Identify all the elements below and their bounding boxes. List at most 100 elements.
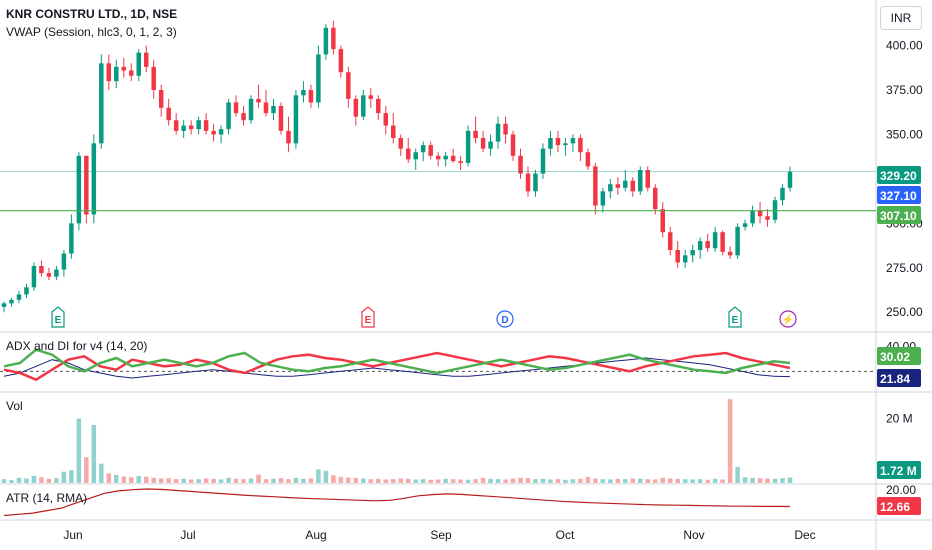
volume-bar: [600, 479, 606, 483]
volume-bar: [585, 476, 591, 483]
candle-body: [226, 102, 231, 130]
volume-bar: [361, 478, 366, 483]
candle-body: [256, 98, 261, 103]
candle-body: [413, 152, 418, 160]
candle-body: [121, 66, 127, 71]
volume-bar: [473, 479, 478, 483]
price-tick-label: 400.00: [886, 39, 923, 53]
volume-bar: [241, 479, 246, 483]
atr-pane-title[interactable]: ATR (14, RMA): [6, 491, 87, 505]
volume-bar: [563, 479, 568, 483]
adx-line: [3, 357, 791, 379]
currency-button[interactable]: INR: [880, 6, 922, 30]
price-tick-label: 350.00: [886, 127, 923, 141]
volume-bar: [735, 466, 740, 483]
volume-bar: [593, 478, 598, 483]
volume-bar: [226, 477, 231, 483]
adx-series: [0, 348, 876, 382]
volume-bar: [91, 425, 97, 483]
candle-body: [91, 143, 97, 215]
candle-body: [428, 145, 433, 156]
candle-body: [54, 269, 59, 277]
volume-bar: [173, 479, 179, 483]
candle-body: [181, 125, 186, 131]
volume-bar: [787, 477, 793, 483]
volume-bar: [727, 399, 733, 483]
horizontal-lines: [0, 171, 876, 212]
candle-body: [787, 171, 793, 188]
volume-bar: [211, 478, 216, 483]
time-axis-label: Jul: [180, 528, 195, 542]
volume-bar: [555, 479, 561, 483]
candle-body: [727, 251, 733, 256]
volume-bar: [720, 479, 725, 483]
volume-bar: [465, 479, 471, 483]
candle-body: [151, 66, 156, 90]
volume-bar: [630, 478, 636, 483]
candle-body: [742, 223, 748, 227]
candle-body: [600, 191, 606, 206]
symbol-title[interactable]: KNR CONSTRU LTD., 1D, NSE: [6, 7, 177, 21]
candle-body: [630, 180, 636, 192]
volume-bar: [54, 478, 59, 483]
price-tag-label: 307.10: [880, 209, 917, 223]
adx-tag-label: 21.84: [880, 372, 910, 386]
candle-body: [660, 209, 665, 233]
event-marker-label: E: [365, 315, 372, 326]
volume-bar: [263, 479, 269, 483]
volume-bar: [653, 479, 658, 483]
candle-body: [293, 95, 299, 144]
event-marker: [779, 310, 797, 328]
adx-pane-title[interactable]: ADX and DI for v4 (14, 20): [6, 339, 147, 353]
price-tag: [877, 206, 921, 224]
candle-body: [682, 255, 688, 263]
volume-bar: [428, 479, 433, 483]
candle-body: [39, 266, 44, 274]
volume-bar: [76, 418, 82, 483]
candle-body: [765, 216, 770, 220]
candle-body: [653, 187, 658, 210]
price-tag: [877, 166, 921, 184]
time-axis-label: Dec: [794, 528, 815, 542]
candle-body: [9, 299, 14, 304]
candle-body: [301, 90, 306, 96]
event-marker-label: E: [732, 315, 739, 326]
candle-body: [615, 184, 621, 188]
candle-body: [503, 123, 508, 135]
volume-bar: [697, 479, 703, 483]
event-marker: [51, 306, 65, 328]
atr-tag: [877, 497, 921, 515]
candle-body: [525, 173, 531, 192]
candle-body: [638, 170, 643, 192]
candle-body: [480, 138, 486, 149]
candle-body: [129, 70, 134, 76]
volume-bar: [158, 478, 164, 483]
volume-bar: [405, 478, 411, 483]
volume-bar: [533, 479, 538, 483]
candle-body: [690, 250, 695, 256]
volume-bar: [765, 478, 770, 483]
volume-bar: [518, 477, 523, 483]
volume-bar: [129, 477, 134, 483]
candle-body: [465, 130, 471, 163]
atr-tag-label: 12.66: [880, 500, 910, 514]
candle-body: [278, 106, 284, 131]
candle-body: [593, 166, 598, 206]
volume-bar: [495, 479, 501, 483]
volume-bar: [450, 479, 456, 483]
candle-body: [16, 294, 22, 300]
volume-bar: [742, 477, 748, 483]
atr-line: [3, 488, 791, 517]
candle-body: [361, 95, 366, 117]
vwap-legend[interactable]: VWAP (Session, hlc3, 0, 1, 2, 3): [6, 25, 177, 39]
price-tag: [877, 186, 921, 204]
vol-pane-title[interactable]: Vol: [6, 399, 23, 413]
volume-bar: [151, 477, 156, 483]
vol-tick-label: 20 M: [886, 412, 913, 426]
adx-tag: [877, 369, 921, 387]
volume-bar: [1, 479, 7, 483]
volume-bar: [301, 478, 306, 483]
adx-tag: [877, 347, 921, 365]
candle-body: [645, 170, 651, 188]
